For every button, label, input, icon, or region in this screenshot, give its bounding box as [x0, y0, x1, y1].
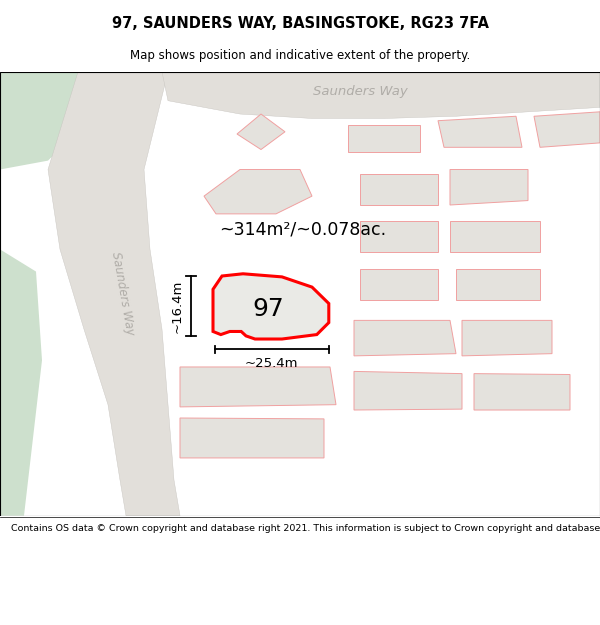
- Polygon shape: [180, 418, 324, 458]
- Polygon shape: [450, 169, 528, 205]
- Polygon shape: [204, 169, 312, 214]
- Polygon shape: [534, 112, 600, 148]
- Polygon shape: [462, 321, 552, 356]
- Text: Contains OS data © Crown copyright and database right 2021. This information is : Contains OS data © Crown copyright and d…: [11, 524, 600, 533]
- Polygon shape: [162, 72, 600, 119]
- Polygon shape: [354, 321, 456, 356]
- Polygon shape: [0, 72, 108, 169]
- Polygon shape: [0, 249, 42, 516]
- Polygon shape: [354, 371, 462, 410]
- Text: ~16.4m: ~16.4m: [171, 279, 184, 332]
- Polygon shape: [48, 72, 180, 516]
- Polygon shape: [360, 174, 438, 205]
- Polygon shape: [213, 274, 329, 339]
- Text: Saunders Way: Saunders Way: [313, 86, 407, 98]
- Polygon shape: [360, 221, 438, 252]
- Polygon shape: [360, 269, 438, 301]
- Polygon shape: [438, 116, 522, 148]
- Text: 97, SAUNDERS WAY, BASINGSTOKE, RG23 7FA: 97, SAUNDERS WAY, BASINGSTOKE, RG23 7FA: [112, 16, 488, 31]
- Polygon shape: [456, 269, 540, 301]
- Polygon shape: [237, 114, 285, 149]
- Polygon shape: [348, 125, 420, 152]
- Text: ~25.4m: ~25.4m: [245, 357, 299, 370]
- Polygon shape: [474, 374, 570, 410]
- Text: 97: 97: [253, 298, 284, 321]
- Polygon shape: [450, 221, 540, 252]
- Text: ~314m²/~0.078ac.: ~314m²/~0.078ac.: [220, 221, 386, 238]
- Text: Map shows position and indicative extent of the property.: Map shows position and indicative extent…: [130, 49, 470, 62]
- Text: Saunders Way: Saunders Way: [109, 251, 137, 336]
- Polygon shape: [180, 367, 336, 407]
